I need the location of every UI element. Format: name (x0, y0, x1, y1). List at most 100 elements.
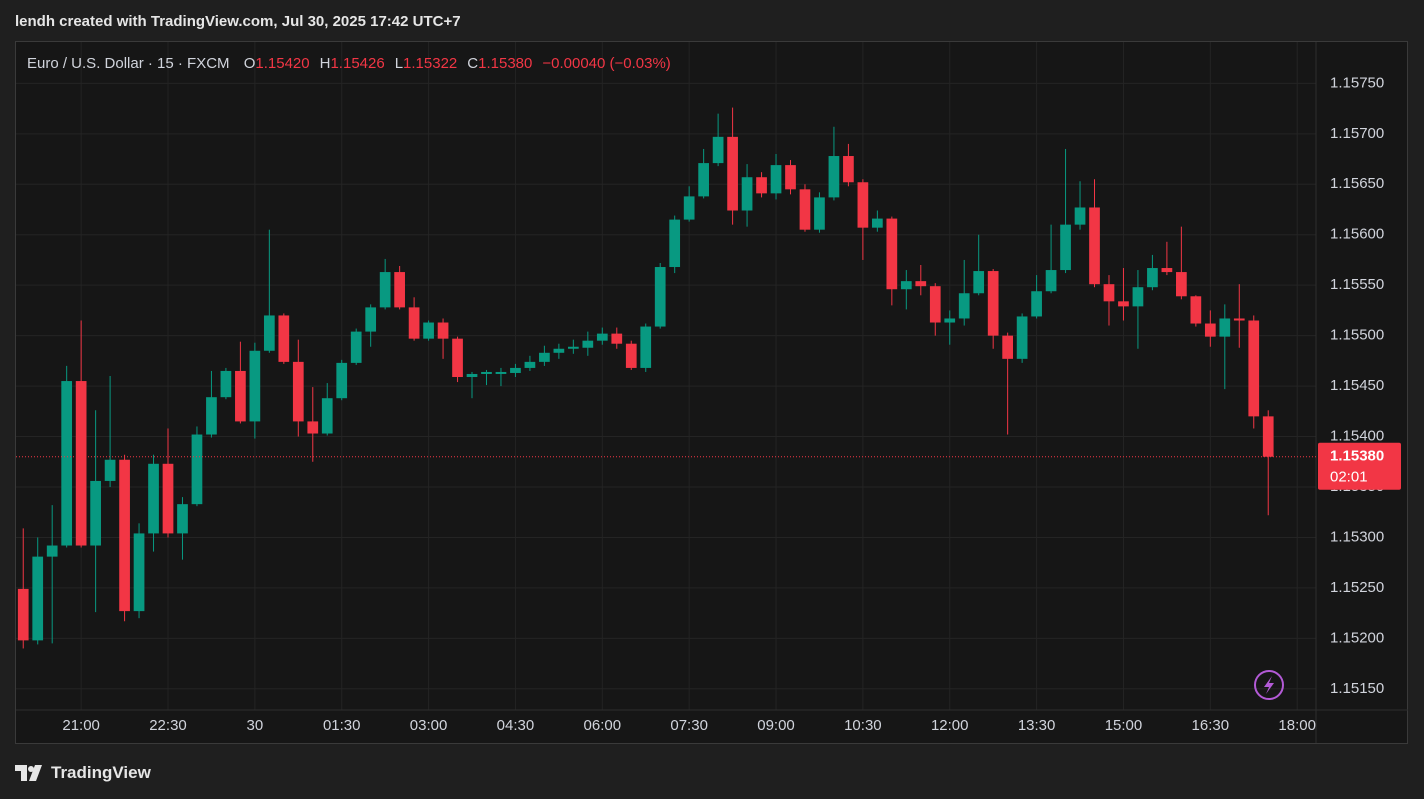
candle-body (1204, 323, 1216, 337)
candle-body (712, 136, 724, 164)
candle-body (770, 165, 782, 194)
candle-body (640, 326, 652, 368)
candle-body (886, 218, 898, 290)
field-value: 1.15420 (255, 55, 310, 72)
candle-body (539, 352, 550, 362)
candle-body (1233, 318, 1245, 321)
x-tick-label: 09:00 (757, 717, 795, 734)
x-tick-label: 30 (247, 717, 264, 734)
candle-body (495, 371, 507, 374)
x-tick-label: 18:00 (1278, 717, 1316, 734)
x-tick-label: 16:30 (1192, 717, 1230, 734)
candle-body (1132, 287, 1144, 307)
y-tick-label: 1.15650 (1330, 175, 1384, 192)
candle-body (582, 340, 594, 348)
candle-body (75, 381, 87, 546)
candle-body (843, 156, 854, 183)
candle-body (1060, 224, 1071, 271)
field-key: O (243, 55, 256, 72)
x-tick-label: 10:30 (844, 717, 882, 734)
candle-body (1089, 207, 1100, 285)
candle-body (1176, 272, 1187, 297)
candle-body (249, 350, 261, 422)
y-tick-label: 1.15700 (1330, 125, 1384, 142)
x-tick-label: 04:30 (497, 717, 535, 734)
x-tick-label: 06:00 (584, 717, 622, 734)
candle-body (32, 556, 44, 641)
candle-body (148, 463, 159, 534)
last-price: 1.15380 (1330, 448, 1384, 465)
candle-body (625, 343, 637, 368)
candle-body (321, 398, 333, 434)
candle-body (900, 281, 912, 290)
candle-body (437, 322, 449, 339)
candle-body (929, 286, 941, 323)
y-tick-label: 1.15550 (1330, 276, 1384, 293)
candle-body (408, 307, 420, 339)
field-key: C (467, 55, 479, 72)
candle-body (1031, 291, 1042, 317)
candle-body (162, 463, 174, 534)
candle-body (46, 545, 58, 557)
candle-body (683, 196, 695, 220)
alert-icon[interactable] (1254, 670, 1284, 700)
candle-body (828, 156, 840, 198)
candle-body (423, 322, 434, 339)
candle-body (220, 370, 232, 398)
candle-body (1262, 416, 1274, 457)
candle-body (365, 307, 377, 332)
candle-body (1103, 284, 1115, 302)
y-tick-label: 1.15200 (1330, 629, 1384, 646)
candle-body (1016, 316, 1028, 359)
candle-body (104, 459, 116, 481)
candle-body (278, 315, 290, 362)
candle-body (1248, 320, 1260, 417)
y-tick-label: 1.15750 (1330, 74, 1384, 91)
candle-body (669, 219, 681, 268)
candle-body (510, 367, 521, 373)
candle-body (481, 371, 492, 374)
candle-body (872, 218, 883, 228)
candle-body (1074, 207, 1086, 225)
field-value: 1.15322 (403, 55, 458, 72)
candle-body (567, 346, 579, 349)
y-tick-label: 1.15500 (1330, 327, 1384, 344)
candle-body (379, 272, 391, 308)
candle-body (944, 318, 956, 323)
change: −0.00040 (−0.03%) (542, 55, 671, 72)
last-price-box (1318, 442, 1401, 490)
candle-body (119, 459, 130, 612)
candle-body (394, 272, 405, 308)
symbol: Euro / U.S. Dollar · 15 · FXCM (27, 55, 230, 72)
candle-body (263, 315, 275, 351)
candle-body (756, 177, 767, 194)
candle-body (958, 293, 970, 319)
candle-body (1118, 301, 1129, 307)
legend: Euro / U.S. Dollar · 15 · FXCM O1.15420 H… (27, 55, 671, 72)
alert-bolt (1264, 676, 1274, 694)
candle-body (1002, 335, 1014, 359)
candle-body (206, 397, 217, 435)
candle-body (350, 331, 362, 363)
candle-body (857, 182, 869, 228)
candle-body (133, 533, 145, 612)
field-value: 1.15426 (330, 55, 385, 72)
candle-body (987, 271, 999, 336)
y-tick-label: 1.15600 (1330, 226, 1384, 243)
candle-body (553, 348, 565, 353)
candle-body (17, 588, 29, 641)
candle-body (1147, 268, 1158, 288)
caption: lendh created with TradingView.com, Jul … (15, 13, 461, 30)
candle-body (727, 136, 738, 211)
brand-name: TradingView (51, 763, 151, 782)
candle-body (1045, 270, 1057, 292)
y-tick-label: 1.15450 (1330, 377, 1384, 394)
x-tick-label: 01:30 (323, 717, 361, 734)
chart-frame (15, 41, 1408, 744)
candle-body (596, 333, 608, 341)
x-tick-label: 13:30 (1018, 717, 1056, 734)
candle-body (177, 504, 188, 534)
field-key: L (394, 55, 404, 72)
